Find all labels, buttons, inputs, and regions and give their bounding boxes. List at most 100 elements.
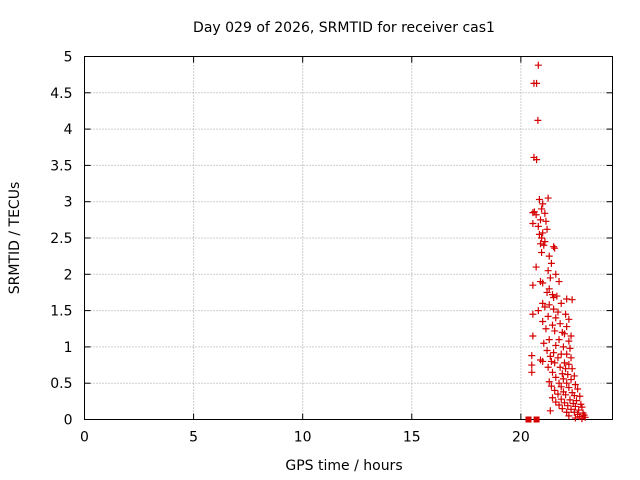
x-axis-label: GPS time / hours [285,458,402,474]
data-point [533,156,541,164]
data-point [543,225,551,233]
data-point [541,303,549,311]
data-point [541,238,549,246]
y-tick-label: 2.5 [50,231,72,247]
data-point [539,299,547,307]
data-point [545,301,553,309]
data-point [563,379,571,387]
data-point [557,299,565,307]
y-tick-label: 3 [64,195,73,211]
data-point [552,341,560,349]
y-tick-label: 2 [64,267,73,283]
x-tick-label: 10 [294,430,312,446]
data-point [534,222,542,230]
data-point [570,392,578,400]
data-point [528,352,536,360]
data-point [540,339,548,347]
y-tick-label: 0.5 [50,376,72,392]
y-tick-label: 5 [64,50,73,66]
data-point [575,406,583,414]
y-tick-label: 4 [64,122,73,138]
data-point [549,368,556,376]
y-axis-label: SRMTID / TECUs [7,182,23,295]
data-point [538,234,546,242]
data-point [539,357,547,365]
data-point-square [525,416,532,423]
data-point [545,336,553,344]
data-point [545,378,553,386]
data-point [543,347,551,355]
data-point [552,314,560,322]
data-point [571,402,579,410]
data-point [558,370,566,378]
data-point [550,294,558,302]
data-point [565,337,573,345]
data-point [547,357,555,365]
data-point [543,288,551,296]
y-tick-label: 1.5 [50,304,72,320]
data-point [549,394,556,402]
data-point [558,405,566,413]
data-point [551,244,559,252]
data-point [547,382,555,390]
data-point [563,408,571,416]
data-point [574,385,582,393]
data-point [565,384,573,392]
data-point [529,219,537,227]
data-point [555,336,563,344]
data-point [546,352,554,360]
data-point-square [533,416,540,423]
data-point [567,332,575,340]
data-point [553,292,561,300]
data-point [534,61,542,69]
x-tick-label: 5 [189,430,198,446]
data-point [554,308,562,316]
data-point [546,274,554,282]
data-point [542,325,550,333]
data-point [571,414,579,422]
data-point [529,332,537,340]
y-tick-label: 0 [64,413,73,429]
data-point [554,390,562,398]
data-point [542,217,550,225]
data-point [559,343,567,351]
data-point [551,359,559,367]
data-point [554,354,562,362]
data-point [539,229,547,237]
data-point [578,415,586,423]
points-layer [525,61,589,423]
data-point [555,278,563,286]
data-point [556,320,564,328]
data-point [545,252,553,260]
data-point [544,363,552,371]
data-point [540,241,548,249]
data-point [563,323,571,331]
data-point [544,267,552,275]
data-point [561,359,568,367]
data-point [568,365,576,373]
data-point [534,116,542,124]
data-point [562,310,570,318]
data-point [550,243,558,251]
data-point [565,360,573,368]
x-tick-label: 20 [512,430,530,446]
data-point [528,361,536,369]
data-point [546,407,554,415]
data-point [564,370,572,378]
data-point [555,401,563,409]
data-point [537,240,544,248]
data-point [565,315,573,323]
data-point [576,392,584,400]
data-point [539,279,547,287]
data-point [533,79,541,87]
data-point [567,354,575,362]
data-point [547,259,555,267]
data-point [537,216,544,224]
data-point [562,391,570,399]
data-point [538,249,546,257]
ticks-layer: 0 5 10 15 20 0 0.5 1 1.5 2 2.5 3 3.5 4 4.5 5 [50,50,613,446]
data-point [528,368,536,376]
